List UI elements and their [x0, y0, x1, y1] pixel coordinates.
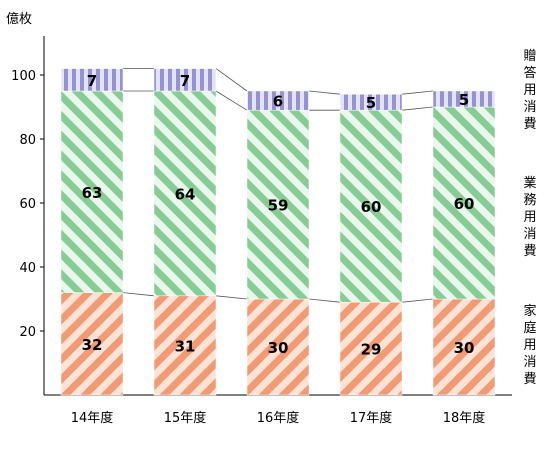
bar-segment — [60, 90, 124, 293]
y-tick-label: 80 — [19, 133, 36, 148]
bar-segment — [432, 106, 496, 300]
connector-line — [308, 298, 341, 303]
bar-segment — [339, 93, 403, 111]
bar-segment — [60, 292, 124, 396]
bar-segment — [153, 295, 217, 396]
connector-line — [215, 295, 248, 300]
bar-segment — [246, 109, 310, 300]
data-label: 30 — [454, 339, 475, 357]
bar-segment — [432, 298, 496, 396]
connector-line — [308, 90, 341, 95]
data-label: 5 — [366, 94, 376, 112]
legend-label-household: 家庭用消費 — [523, 304, 537, 387]
x-tick-label: 15年度 — [164, 410, 207, 426]
bar-segment — [339, 109, 403, 303]
legend-label-gift: 贈答用消費 — [523, 49, 537, 132]
bar-segment — [432, 90, 496, 108]
y-tick-label: 100 — [11, 69, 36, 84]
bar-segment — [153, 90, 217, 297]
connector-line — [215, 68, 248, 92]
y-unit-label: 億枚 — [6, 12, 33, 27]
bar-segment — [60, 68, 124, 92]
data-label: 31 — [175, 337, 196, 355]
data-label: 59 — [268, 197, 289, 215]
y-tick-label: 40 — [19, 261, 36, 276]
y-tick-label: 60 — [19, 197, 36, 212]
connector-line — [401, 90, 434, 95]
x-tick-label: 18年度 — [443, 410, 486, 426]
x-tick-label: 16年度 — [257, 410, 300, 426]
connector-line — [122, 292, 155, 297]
bar-segment — [246, 90, 310, 111]
connector-line — [215, 90, 248, 111]
connector-line — [401, 106, 434, 111]
data-label: 7 — [180, 72, 190, 90]
data-label: 7 — [87, 72, 97, 90]
data-label: 5 — [459, 91, 469, 109]
data-label: 29 — [361, 341, 382, 359]
y-tick-label: 20 — [19, 325, 36, 340]
connector-line — [401, 298, 434, 303]
data-label: 32 — [82, 336, 103, 354]
data-label: 6 — [273, 93, 283, 111]
x-tick-label: 14年度 — [71, 410, 114, 426]
data-label: 30 — [268, 339, 289, 357]
data-label: 60 — [361, 198, 382, 216]
data-label: 60 — [454, 195, 475, 213]
data-label: 64 — [175, 185, 196, 203]
x-tick-label: 17年度 — [350, 410, 393, 426]
bar-segment — [153, 68, 217, 92]
legend-label-business: 業務用消費 — [523, 176, 537, 259]
data-label: 63 — [82, 184, 103, 202]
